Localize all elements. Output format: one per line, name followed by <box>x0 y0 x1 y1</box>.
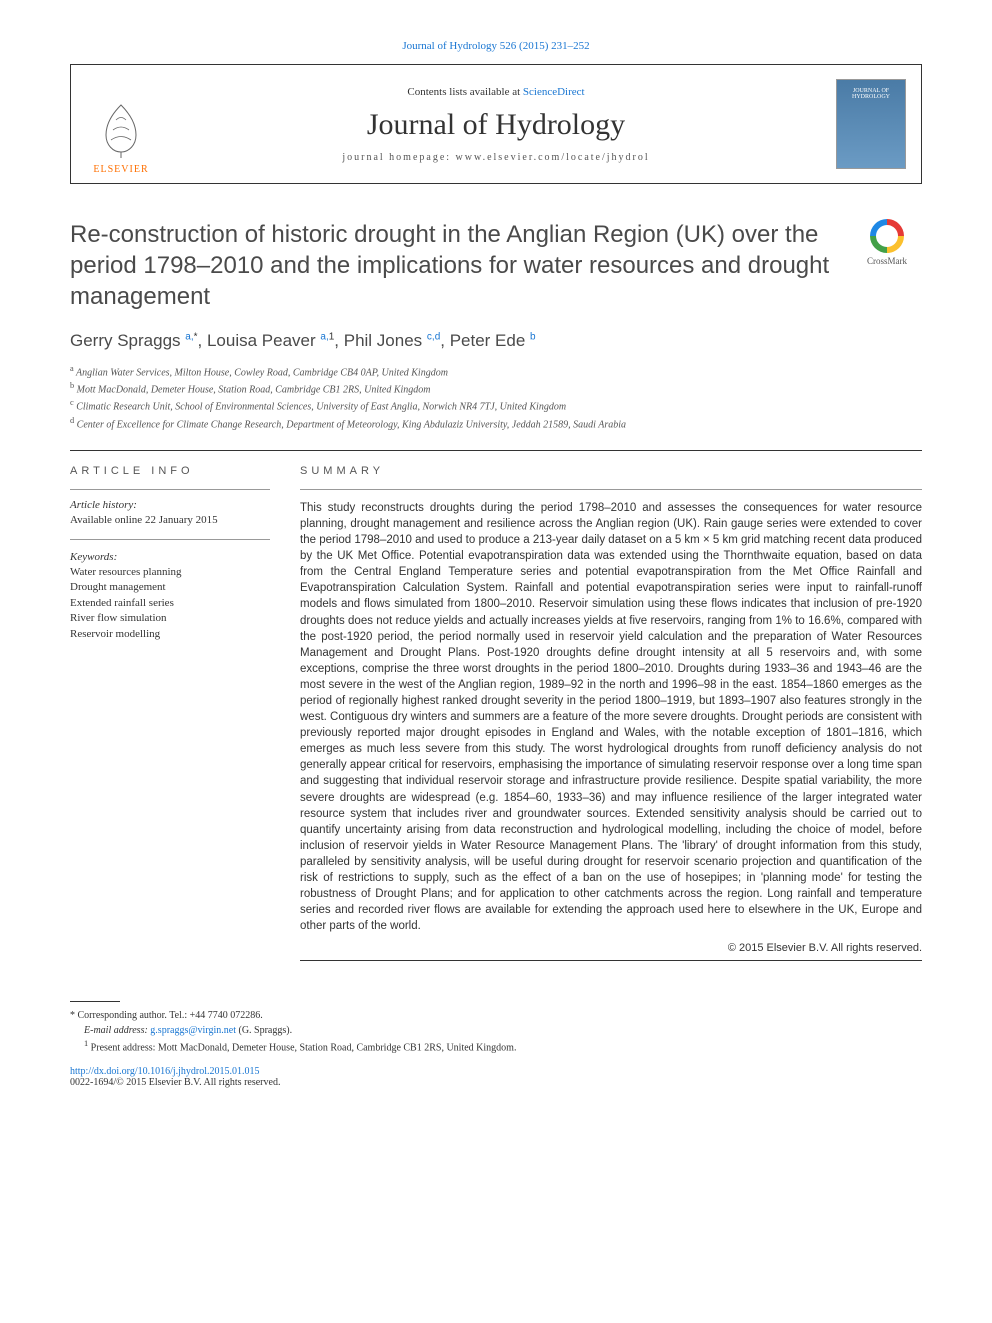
keyword: Water resources planning <box>70 565 270 580</box>
footnotes: * Corresponding author. Tel.: +44 7740 0… <box>70 1008 922 1055</box>
issn-rights: 0022-1694/© 2015 Elsevier B.V. All right… <box>70 1077 922 1088</box>
article-info-heading: ARTICLE INFO <box>70 465 270 477</box>
article-history: Article history: Available online 22 Jan… <box>70 498 270 529</box>
corresponding-author: * Corresponding author. Tel.: +44 7740 0… <box>70 1008 922 1023</box>
author: Peter Ede b <box>450 331 536 350</box>
affiliation: a Anglian Water Services, Milton House, … <box>70 363 922 380</box>
contents-prefix: Contents lists available at <box>407 86 522 98</box>
contents-line: Contents lists available at ScienceDirec… <box>181 86 811 98</box>
present-text: Present address: Mott MacDonald, Demeter… <box>91 1043 517 1054</box>
citation-line[interactable]: Journal of Hydrology 526 (2015) 231–252 <box>70 40 922 52</box>
keywords-label: Keywords: <box>70 550 270 565</box>
present-sup: 1 <box>84 1039 88 1048</box>
email-line: E-mail address: g.spraggs@virgin.net (G.… <box>84 1023 922 1038</box>
elsevier-label: ELSEVIER <box>93 164 148 175</box>
keyword: Extended rainfall series <box>70 596 270 611</box>
history-text: Available online 22 January 2015 <box>70 513 270 528</box>
email-link[interactable]: g.spraggs@virgin.net <box>150 1025 236 1036</box>
summary-heading: SUMMARY <box>300 465 922 477</box>
summary-bottom-rule <box>300 960 922 961</box>
author: Phil Jones c,d <box>344 331 441 350</box>
summary-copyright: © 2015 Elsevier B.V. All rights reserved… <box>300 942 922 954</box>
doi-link[interactable]: http://dx.doi.org/10.1016/j.jhydrol.2015… <box>70 1066 922 1077</box>
keyword: Drought management <box>70 580 270 595</box>
crossmark-badge[interactable]: CrossMark <box>852 219 922 269</box>
homepage-prefix: journal homepage: <box>342 152 455 163</box>
crossmark-icon <box>870 219 904 253</box>
publisher-block: ELSEVIER <box>71 65 171 183</box>
elsevier-tree-icon <box>91 100 151 160</box>
affiliations: a Anglian Water Services, Milton House, … <box>70 363 922 432</box>
keyword: River flow simulation <box>70 611 270 626</box>
authors-line: Gerry Spraggs a,*, Louisa Peaver a,1, Ph… <box>70 331 922 351</box>
sciencedirect-link[interactable]: ScienceDirect <box>523 86 585 98</box>
info-rule-2 <box>70 539 270 540</box>
affiliation: b Mott MacDonald, Demeter House, Station… <box>70 380 922 397</box>
journal-name: Journal of Hydrology <box>181 108 811 142</box>
title-row: Re-construction of historic drought in t… <box>70 219 922 313</box>
tree-svg <box>91 100 151 160</box>
crossmark-label: CrossMark <box>867 256 907 266</box>
homepage-url[interactable]: www.elsevier.com/locate/jhydrol <box>456 152 650 163</box>
journal-cover-thumb[interactable]: JOURNAL OF HYDROLOGY <box>836 79 906 169</box>
affiliation: c Climatic Research Unit, School of Envi… <box>70 397 922 414</box>
summary-text: This study reconstructs droughts during … <box>300 500 922 935</box>
journal-header: ELSEVIER Contents lists available at Sci… <box>70 64 922 184</box>
keywords-list: Water resources planningDrought manageme… <box>70 565 270 642</box>
present-address: 1 Present address: Mott MacDonald, Demet… <box>84 1038 922 1055</box>
two-col: ARTICLE INFO Article history: Available … <box>70 465 922 962</box>
history-label: Article history: <box>70 498 270 513</box>
header-center: Contents lists available at ScienceDirec… <box>171 65 821 183</box>
keywords-block: Keywords: Water resources planningDrough… <box>70 550 270 642</box>
author: Louisa Peaver a,1 <box>207 331 334 350</box>
article-info-col: ARTICLE INFO Article history: Available … <box>70 465 270 962</box>
homepage-line: journal homepage: www.elsevier.com/locat… <box>181 152 811 163</box>
summary-col: SUMMARY This study reconstructs droughts… <box>300 465 922 962</box>
info-rule-1 <box>70 489 270 490</box>
divider-1 <box>70 450 922 451</box>
cover-block: JOURNAL OF HYDROLOGY <box>821 65 921 183</box>
article-title: Re-construction of historic drought in t… <box>70 219 837 313</box>
author: Gerry Spraggs a,* <box>70 331 198 350</box>
affiliation: d Center of Excellence for Climate Chang… <box>70 415 922 432</box>
keyword: Reservoir modelling <box>70 627 270 642</box>
footnote-divider <box>70 1001 120 1002</box>
cover-text-2: HYDROLOGY <box>852 94 890 100</box>
summary-rule <box>300 489 922 490</box>
email-suffix: (G. Spraggs). <box>238 1025 292 1036</box>
email-label: E-mail address: <box>84 1025 148 1036</box>
page-container: Journal of Hydrology 526 (2015) 231–252 … <box>0 0 992 1138</box>
